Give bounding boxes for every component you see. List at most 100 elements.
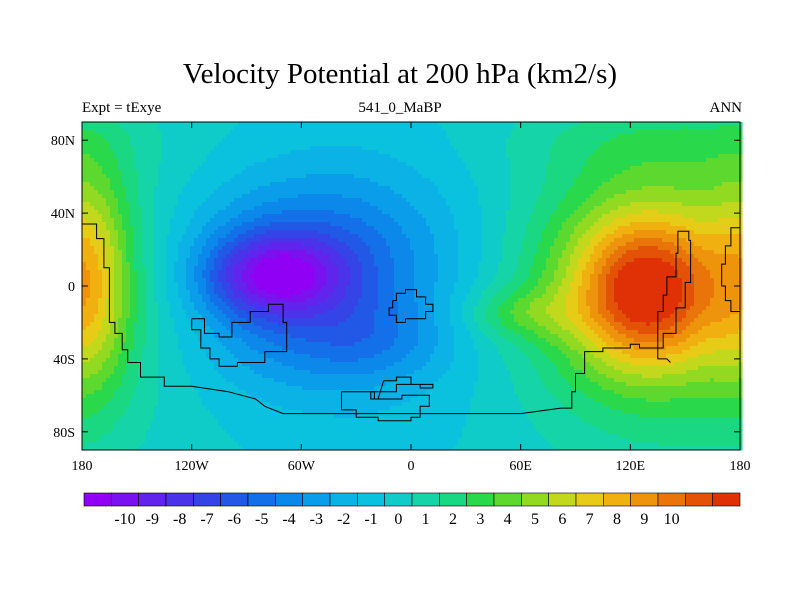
field-cell — [370, 150, 375, 155]
field-cell — [498, 178, 503, 183]
field-cell — [262, 198, 267, 203]
field-cell — [650, 138, 655, 143]
field-cell — [194, 138, 199, 143]
field-cell — [554, 234, 559, 239]
field-cell — [206, 158, 211, 163]
field-cell — [230, 234, 235, 239]
field-cell — [374, 186, 379, 191]
field-cell — [258, 198, 263, 203]
field-cell — [618, 226, 623, 231]
field-cell — [662, 226, 667, 231]
field-cell — [630, 202, 635, 207]
field-cell — [386, 162, 391, 167]
field-cell — [274, 138, 279, 143]
field-cell — [350, 174, 355, 179]
field-cell — [174, 142, 179, 147]
field-cell — [342, 166, 347, 171]
field-cell — [86, 238, 91, 243]
field-cell — [482, 174, 487, 179]
field-cell — [582, 166, 587, 171]
field-cell — [578, 122, 583, 127]
field-cell — [698, 206, 703, 211]
field-cell — [294, 122, 299, 127]
field-cell — [130, 162, 135, 167]
field-cell — [170, 194, 175, 199]
field-cell — [138, 242, 143, 247]
field-cell — [690, 134, 695, 139]
field-cell — [398, 122, 403, 127]
field-cell — [434, 162, 439, 167]
field-cell — [442, 154, 447, 159]
field-cell — [110, 170, 115, 175]
field-cell — [198, 158, 203, 163]
field-cell — [686, 162, 691, 167]
field-cell — [310, 146, 315, 151]
field-cell — [638, 190, 643, 195]
field-cell — [334, 174, 339, 179]
field-cell — [478, 154, 483, 159]
field-cell — [166, 218, 171, 223]
field-cell — [474, 134, 479, 139]
field-cell — [594, 150, 599, 155]
field-cell — [258, 186, 263, 191]
field-cell — [390, 218, 395, 223]
field-cell — [706, 174, 711, 179]
field-cell — [678, 126, 683, 131]
field-cell — [294, 146, 299, 151]
field-cell — [482, 146, 487, 151]
field-cell — [110, 182, 115, 187]
field-cell — [582, 134, 587, 139]
field-cell — [274, 126, 279, 131]
field-cell — [558, 198, 563, 203]
field-cell — [126, 178, 131, 183]
field-cell — [310, 198, 315, 203]
field-cell — [470, 126, 475, 131]
field-cell — [154, 230, 159, 235]
field-cell — [662, 230, 667, 235]
field-cell — [682, 170, 687, 175]
field-cell — [138, 174, 143, 179]
field-cell — [102, 166, 107, 171]
field-cell — [690, 130, 695, 135]
field-cell — [730, 190, 735, 195]
field-cell — [310, 134, 315, 139]
field-cell — [698, 230, 703, 235]
field-cell — [122, 230, 127, 235]
field-cell — [222, 234, 227, 239]
field-cell — [622, 134, 627, 139]
field-cell — [558, 146, 563, 151]
field-cell — [474, 170, 479, 175]
field-cell — [566, 154, 571, 159]
field-cell — [114, 218, 119, 223]
field-cell — [510, 182, 515, 187]
field-cell — [150, 202, 155, 207]
field-cell — [626, 238, 631, 243]
field-cell — [438, 166, 443, 171]
field-cell — [278, 130, 283, 135]
field-cell — [250, 158, 255, 163]
field-cell — [610, 122, 615, 127]
field-cell — [650, 166, 655, 171]
field-cell — [278, 178, 283, 183]
field-cell — [470, 174, 475, 179]
field-cell — [618, 154, 623, 159]
field-cell — [338, 182, 343, 187]
field-cell — [662, 190, 667, 195]
field-cell — [318, 202, 323, 207]
field-cell — [206, 186, 211, 191]
field-cell — [634, 226, 639, 231]
field-cell — [142, 154, 147, 159]
field-cell — [426, 230, 431, 235]
field-cell — [130, 158, 135, 163]
field-cell — [402, 194, 407, 199]
field-cell — [698, 126, 703, 131]
field-cell — [530, 146, 535, 151]
field-cell — [410, 122, 415, 127]
field-cell — [110, 154, 115, 159]
field-cell — [634, 218, 639, 223]
field-cell — [566, 186, 571, 191]
field-cell — [478, 206, 483, 211]
field-cell — [654, 210, 659, 215]
field-cell — [734, 194, 739, 199]
field-cell — [434, 202, 439, 207]
